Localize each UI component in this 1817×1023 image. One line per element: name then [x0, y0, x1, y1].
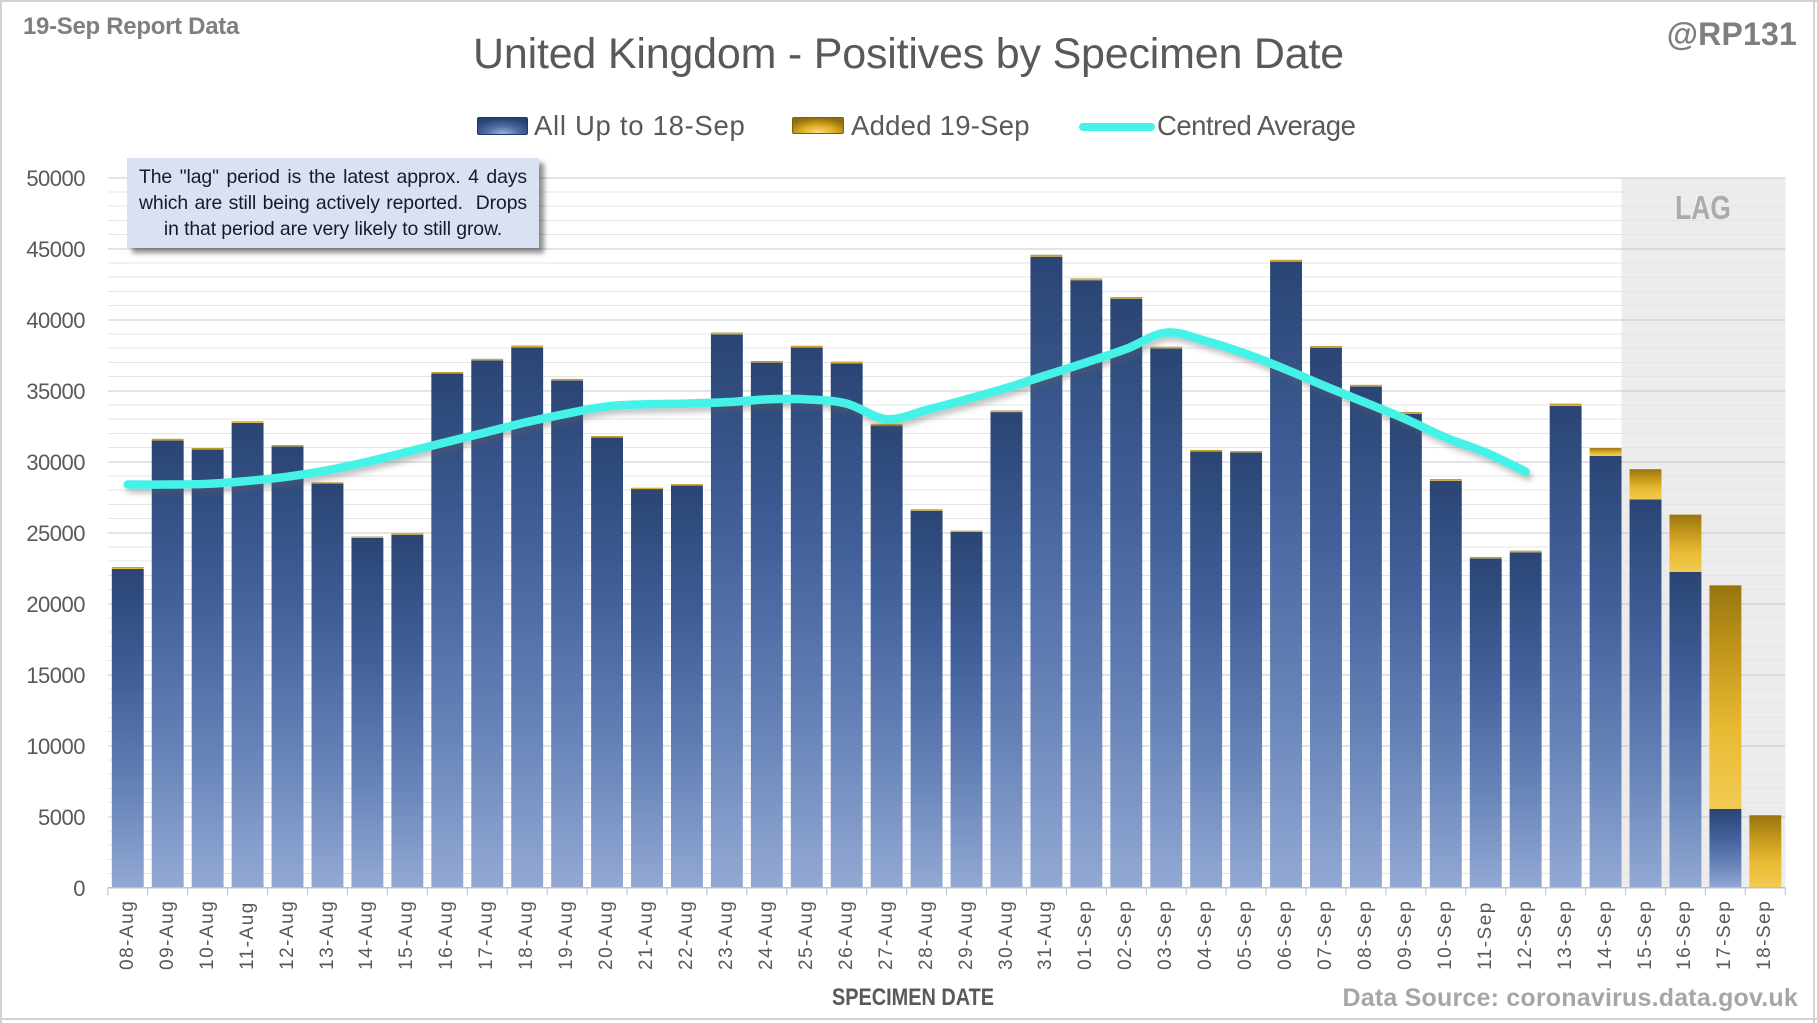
svg-text:LAG: LAG — [1675, 190, 1731, 226]
